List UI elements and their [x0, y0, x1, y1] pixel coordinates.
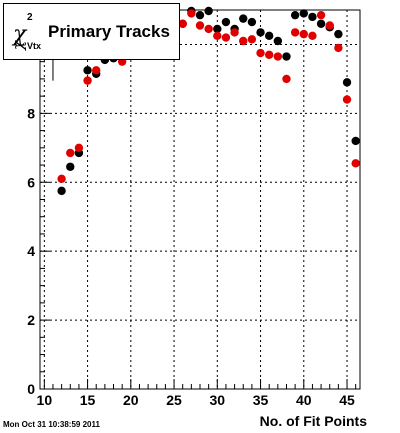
data-point-black	[282, 52, 291, 61]
y-tick-label: 0	[27, 381, 35, 397]
data-point-black	[195, 10, 205, 20]
grid	[40, 10, 360, 389]
data-point-black	[351, 136, 360, 146]
data-point-red	[221, 33, 231, 42]
x-tick-label: 35	[253, 392, 269, 408]
data-point-black	[342, 78, 352, 87]
data-point-black	[256, 28, 265, 37]
y-axis-label: χ	[9, 40, 27, 50]
datestamp: Mon Oct 31 10:38:59 2011	[3, 420, 100, 429]
y-tick-label: 6	[27, 174, 35, 190]
x-tick-label: 40	[296, 392, 312, 408]
data-point-red	[282, 74, 291, 84]
data-point-red	[195, 21, 205, 30]
data-point-black	[299, 9, 308, 18]
data-point-red	[299, 29, 308, 39]
data-point-red	[290, 28, 300, 37]
data-point-red	[351, 159, 360, 168]
data-point-red	[325, 21, 334, 30]
data-point-black	[264, 31, 274, 41]
title-superscript: 2	[27, 12, 33, 23]
data-point-red	[92, 66, 101, 75]
data-point-red	[57, 174, 66, 184]
data-point-red	[247, 35, 257, 44]
data-point-red	[264, 50, 274, 59]
data-point-red	[213, 31, 222, 41]
data-point-red	[316, 10, 326, 20]
data-point-black	[66, 162, 75, 171]
data-point-red	[204, 24, 213, 34]
y-tick-label: 4	[27, 243, 35, 259]
data-point-black	[308, 12, 317, 22]
x-axis-label: No. of Fit Points	[259, 413, 367, 429]
data-point-red	[256, 48, 265, 58]
data-point-red	[230, 28, 239, 37]
data-point-black	[273, 36, 283, 46]
data-point-black	[213, 24, 222, 34]
title-chi-symbol: χ	[13, 22, 27, 47]
data-point-red	[74, 143, 84, 153]
data-point-red	[239, 36, 248, 46]
chart-title: Primary Tracks	[48, 22, 170, 41]
data-point-black	[316, 19, 326, 28]
data-point-black	[83, 66, 92, 75]
data-point-red	[178, 19, 187, 28]
data-point-black	[204, 6, 213, 16]
data-point-red	[308, 31, 317, 41]
data-point-black	[290, 10, 300, 20]
axes: 10152025303540450246810	[19, 9, 357, 408]
data-point-red	[334, 43, 343, 53]
data-point-red	[66, 148, 75, 158]
data-point-red	[187, 9, 196, 18]
data-point-black	[239, 14, 248, 23]
title-subscript: Vtx	[27, 41, 42, 51]
y-tick-label: 8	[27, 105, 35, 121]
x-tick-label: 25	[166, 392, 182, 408]
x-tick-label: 10	[37, 392, 53, 408]
data-point-red	[273, 52, 283, 61]
title-box: χ 2 Vtx Primary Tracks	[3, 3, 180, 60]
data-point-red	[342, 95, 352, 104]
data-point-black	[247, 17, 257, 27]
x-tick-label: 20	[123, 392, 139, 408]
data-point-red	[83, 76, 92, 85]
data-point-black	[334, 29, 343, 39]
x-tick-label: 45	[339, 392, 355, 408]
data-point-black	[221, 17, 231, 27]
x-tick-label: 30	[210, 392, 226, 408]
x-tick-label: 15	[80, 392, 96, 408]
data-point-black	[57, 186, 66, 196]
y-tick-label: 2	[27, 312, 35, 328]
